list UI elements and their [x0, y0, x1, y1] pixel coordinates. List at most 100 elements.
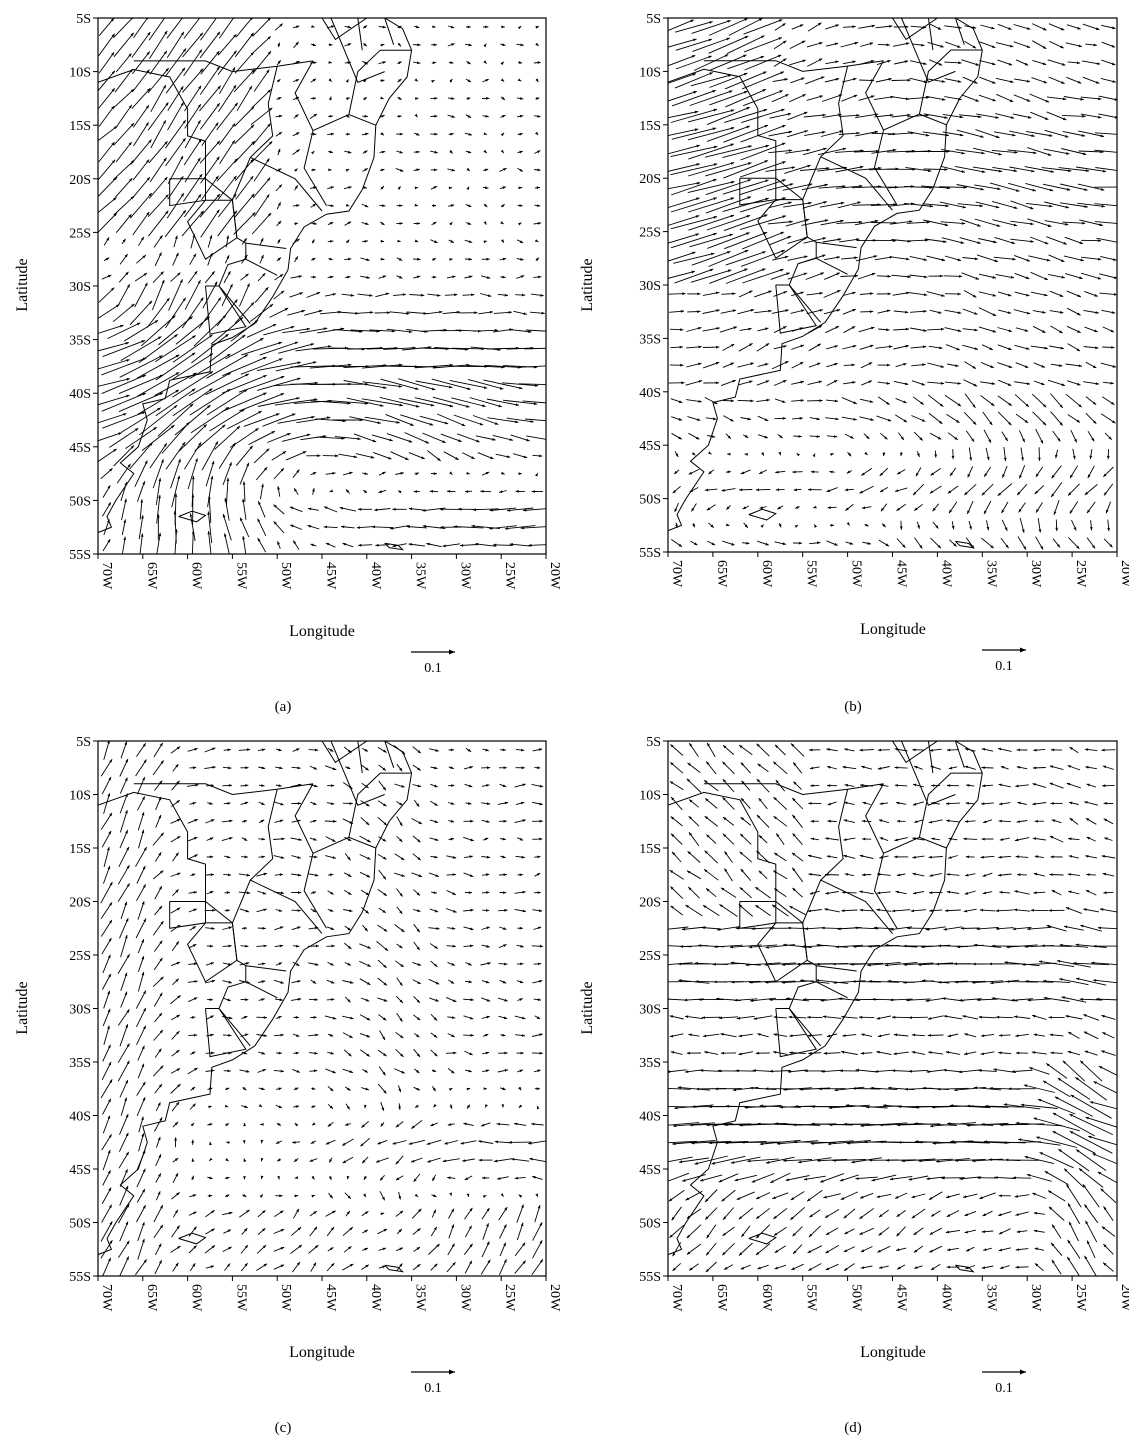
wind-vector [755, 1051, 771, 1055]
wind-vector [223, 1069, 231, 1073]
wind-vector [98, 359, 130, 370]
lat-tick-label: 35S [69, 334, 91, 349]
wind-vector [1028, 255, 1051, 262]
wind-vector [773, 345, 787, 350]
wind-vector [115, 178, 133, 198]
wind-vector [809, 541, 821, 545]
wind-vector [119, 829, 129, 849]
wind-vector [738, 380, 753, 386]
wind-vector [1066, 1256, 1081, 1276]
wind-vector [724, 108, 768, 123]
wind-vector [165, 297, 186, 329]
wind-vector [877, 766, 890, 770]
wind-vector [275, 1104, 283, 1109]
wind-vector [976, 926, 999, 931]
wind-vector [792, 814, 803, 828]
wind-vector [310, 471, 317, 476]
wind-vector [737, 309, 755, 315]
wind-vector [958, 998, 982, 1002]
wind-vector [822, 113, 842, 118]
wind-vector [1066, 307, 1081, 316]
wind-vector [973, 1086, 1002, 1091]
wind-vector [118, 374, 164, 395]
wind-vector [997, 483, 1013, 497]
wind-vector [942, 113, 964, 119]
country-border [357, 18, 363, 51]
wind-vector [518, 472, 522, 476]
wind-vector [734, 998, 758, 1002]
wind-vector [234, 106, 255, 127]
wind-vector [432, 1174, 436, 1182]
wind-vector [896, 538, 906, 549]
wind-vector [826, 487, 838, 493]
wind-vector [380, 1102, 385, 1112]
wind-vector [342, 471, 353, 476]
wind-vector [118, 271, 129, 283]
wind-vector [826, 765, 838, 770]
wind-vector [688, 815, 700, 827]
wind-vector [290, 1244, 303, 1254]
wind-vector [430, 239, 438, 244]
wind-vector [411, 1208, 422, 1219]
wind-vector [132, 51, 151, 75]
wind-vector [344, 221, 352, 226]
wind-vector [307, 944, 320, 948]
wind-vector [803, 113, 826, 118]
wind-vector [943, 1068, 963, 1073]
lon-tick-label: 55W [233, 562, 248, 590]
wind-vector [517, 78, 522, 82]
wind-vector [447, 43, 455, 47]
wind-vector [293, 79, 300, 83]
wind-vector [1065, 42, 1083, 48]
wind-vector [345, 275, 351, 279]
wind-vector [837, 201, 861, 209]
wind-vector [1051, 819, 1062, 824]
wind-vector [154, 252, 162, 267]
wind-vector [344, 61, 351, 65]
wind-vector [392, 507, 407, 511]
wind-vector [991, 200, 1018, 209]
wind-vector [528, 1140, 546, 1145]
wind-vector [294, 168, 298, 172]
wind-vector [871, 148, 897, 154]
wind-vector [772, 1051, 788, 1055]
wind-vector [117, 1009, 130, 1026]
wind-vector [908, 1016, 928, 1019]
wind-vector [1047, 1190, 1066, 1202]
wind-vector [1025, 182, 1054, 192]
wind-vector [500, 1087, 506, 1091]
wind-vector [826, 362, 838, 368]
wind-vector [517, 837, 524, 841]
wind-vector [219, 140, 236, 164]
wind-vector [100, 468, 113, 480]
wind-vector [1051, 889, 1062, 896]
wind-vector [292, 60, 300, 65]
wind-vector [493, 1158, 512, 1163]
wind-vector [309, 1158, 318, 1162]
x-axis-title: Longitude [860, 1344, 926, 1361]
lon-tick-label: 20W [547, 562, 562, 590]
wind-vector [1013, 908, 1031, 912]
wind-vector [379, 1175, 385, 1181]
wind-vector [500, 61, 505, 66]
wind-vector [481, 891, 490, 894]
wind-vector [855, 1068, 878, 1073]
wind-vector [118, 1132, 129, 1152]
wind-vector [153, 742, 164, 758]
country-border [739, 901, 777, 929]
wind-vector [704, 798, 718, 809]
country-border [816, 965, 857, 972]
wind-vector [515, 766, 525, 770]
wind-vector [810, 1140, 854, 1145]
wind-vector [893, 380, 909, 386]
wind-vector [669, 1015, 684, 1020]
wind-vector [939, 186, 967, 189]
wind-vector [534, 168, 541, 172]
wind-vector [1027, 147, 1052, 156]
wind-vector [1034, 855, 1044, 859]
wind-vector [431, 1069, 437, 1073]
wind-vector [873, 95, 894, 101]
wind-vector [531, 1051, 543, 1055]
wind-vector [260, 1175, 264, 1180]
wind-vector [174, 404, 211, 436]
